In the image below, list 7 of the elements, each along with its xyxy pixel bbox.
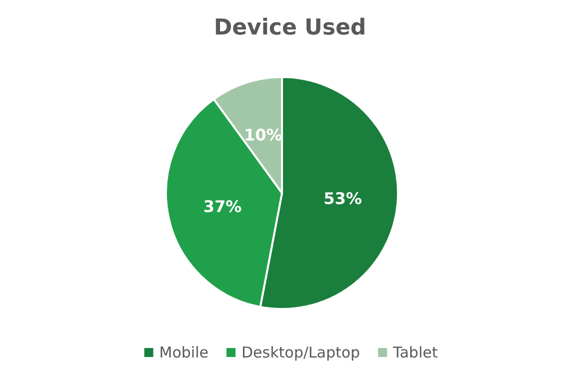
legend-label: Tablet <box>392 344 438 362</box>
data-label: 37% <box>203 196 242 216</box>
data-label: 53% <box>324 189 362 208</box>
legend-label: Desktop/Laptop <box>241 344 360 362</box>
data-label: 10% <box>244 125 282 144</box>
chart-title: Device Used <box>214 16 366 40</box>
legend-label: Mobile <box>159 344 208 362</box>
